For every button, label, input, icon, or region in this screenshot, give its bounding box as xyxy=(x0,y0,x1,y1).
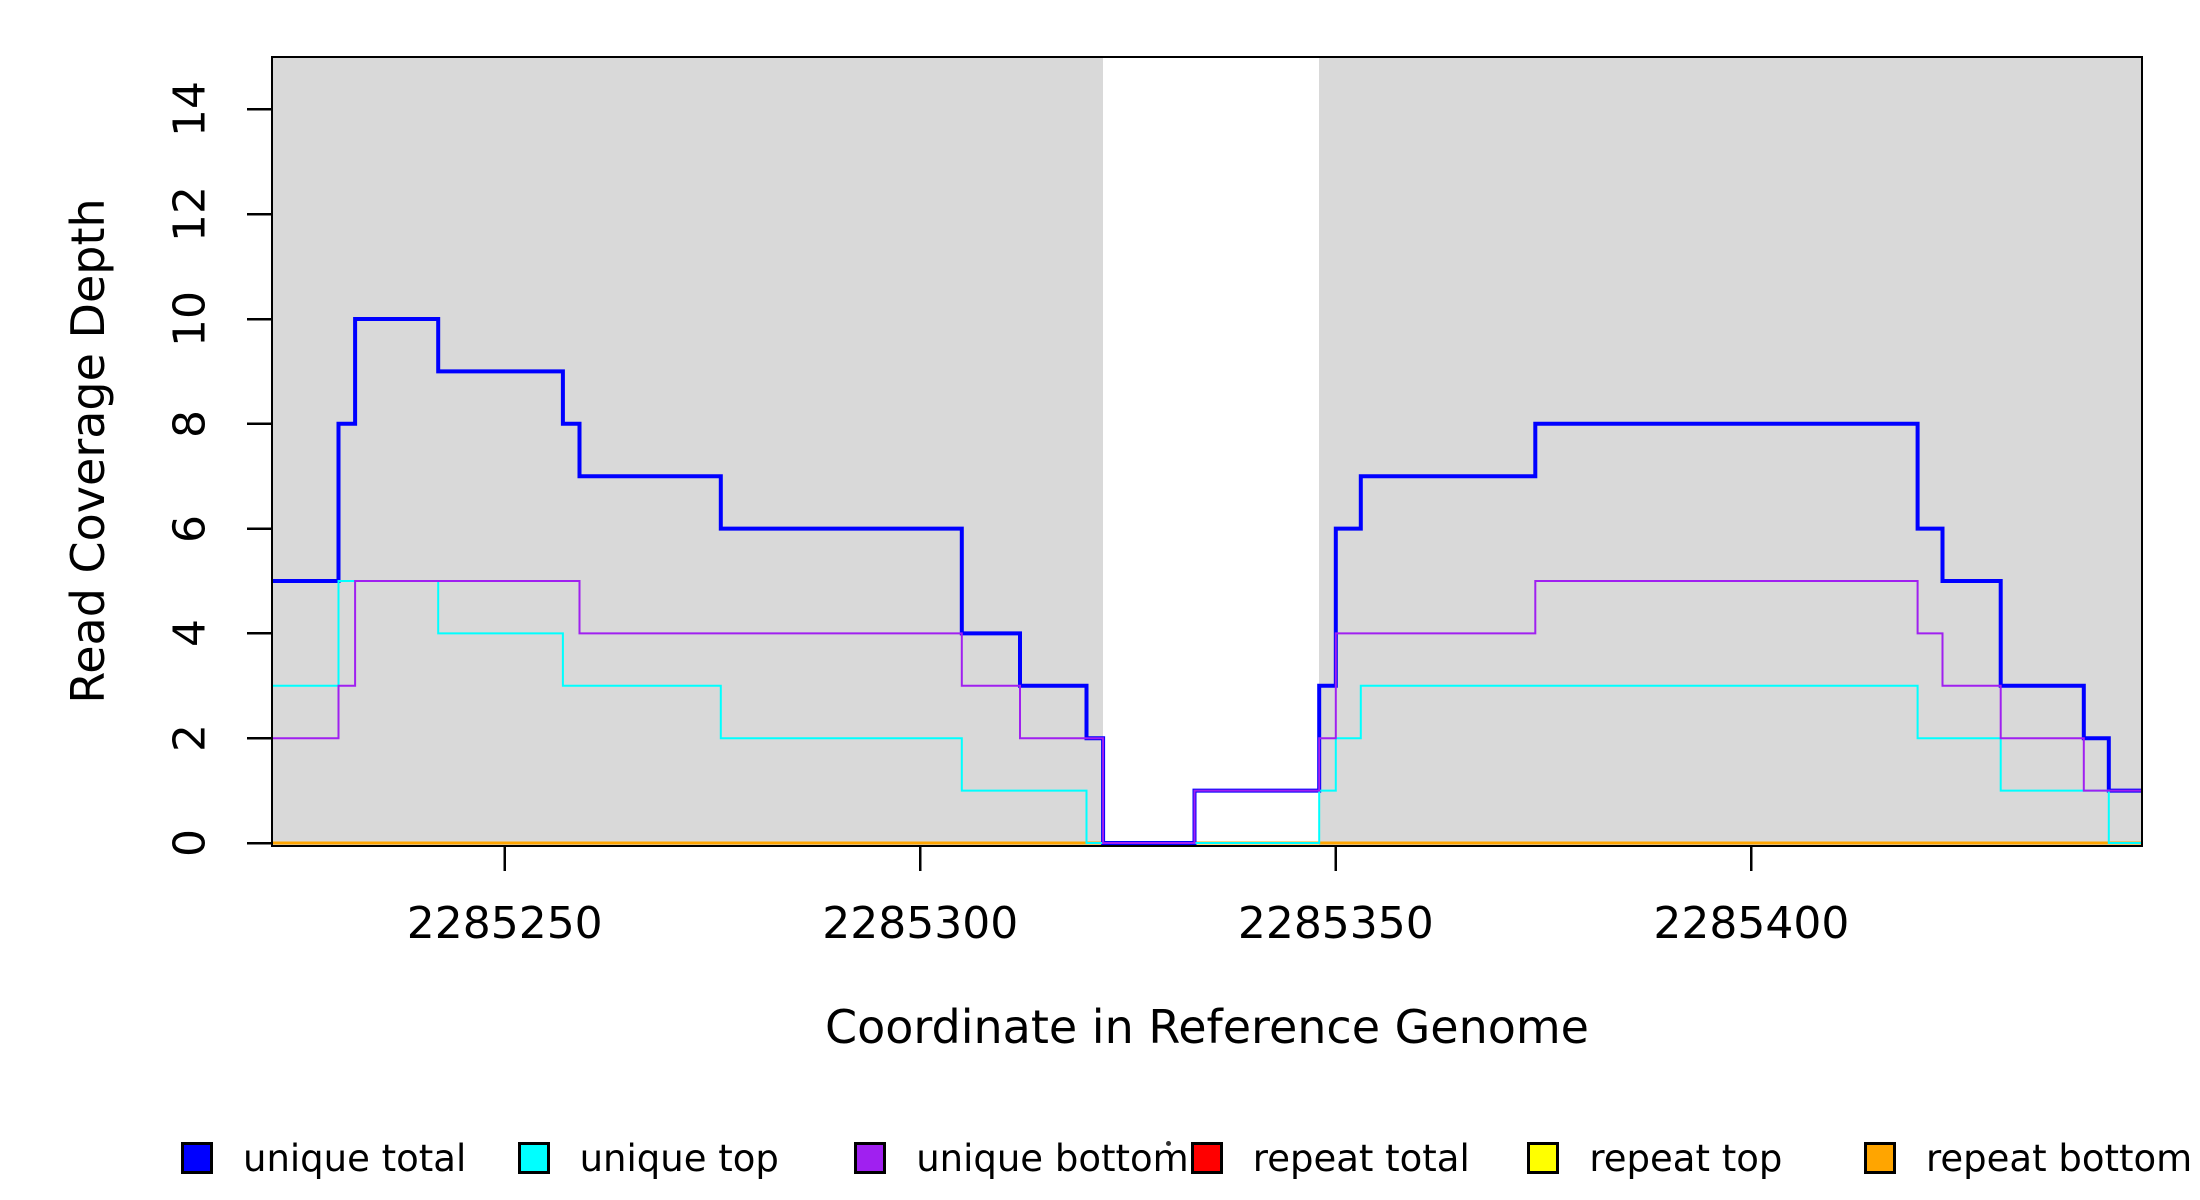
legend-item-repeat-bottom: repeat bottom xyxy=(1864,1136,2193,1180)
legend-item-unique-bottom: unique bottom xyxy=(854,1136,1189,1180)
legend-swatch-unique-bottom xyxy=(854,1142,887,1174)
legend-label-repeat-bottom: repeat bottom xyxy=(1926,1136,2193,1180)
legend-swatch-repeat-total xyxy=(1190,1142,1223,1174)
covered-region-0 xyxy=(272,57,1104,846)
legend-swatch-repeat-bottom xyxy=(1864,1142,1896,1174)
plot-border xyxy=(271,56,2143,847)
x-tick-label-2285350: 2285350 xyxy=(1237,898,1434,949)
legend-item-unique-total: unique total xyxy=(181,1136,467,1180)
x-tick-label-2285250: 2285250 xyxy=(406,898,603,949)
legend-label-repeat-top: repeat top xyxy=(1589,1136,1783,1180)
y-axis-title: Read Coverage Depth xyxy=(61,198,115,704)
x-tick-label-2285400: 2285400 xyxy=(1653,898,1850,949)
legend-swatch-repeat-top xyxy=(1527,1142,1560,1174)
y-tick-label-14: 14 xyxy=(164,81,216,138)
series-unique-top xyxy=(272,580,2142,844)
legend-item-repeat-total: repeat total xyxy=(1190,1136,1470,1180)
y-tick-label-10: 10 xyxy=(164,291,216,347)
y-tick-label-6: 6 xyxy=(164,514,216,543)
x-axis-title: Coordinate in Reference Genome xyxy=(825,1000,1589,1054)
legend-swatch-unique-top xyxy=(517,1142,550,1174)
y-tick-label-4: 4 xyxy=(164,619,216,648)
legend: unique total unique top unique bottom repea… xyxy=(0,1136,2200,1184)
legend-label-unique-total: unique total xyxy=(243,1136,467,1180)
legend-swatch-unique-total xyxy=(181,1142,213,1174)
y-tick-label-12: 12 xyxy=(164,186,216,243)
stray-dot xyxy=(1166,1141,1171,1146)
legend-item-repeat-top: repeat top xyxy=(1527,1136,1783,1180)
y-tick-label-0: 0 xyxy=(164,829,216,857)
legend-item-unique-top: unique top xyxy=(517,1136,779,1180)
covered-region-1 xyxy=(1319,57,2142,846)
y-tick-label-8: 8 xyxy=(164,409,216,438)
series-unique-bottom xyxy=(272,580,2142,844)
legend-label-unique-bottom: unique bottom xyxy=(916,1136,1189,1180)
legend-label-repeat-total: repeat total xyxy=(1252,1136,1470,1180)
x-tick-label-2285300: 2285300 xyxy=(822,898,1019,949)
legend-label-unique-top: unique top xyxy=(579,1136,779,1180)
y-tick-label-2: 2 xyxy=(164,724,216,753)
